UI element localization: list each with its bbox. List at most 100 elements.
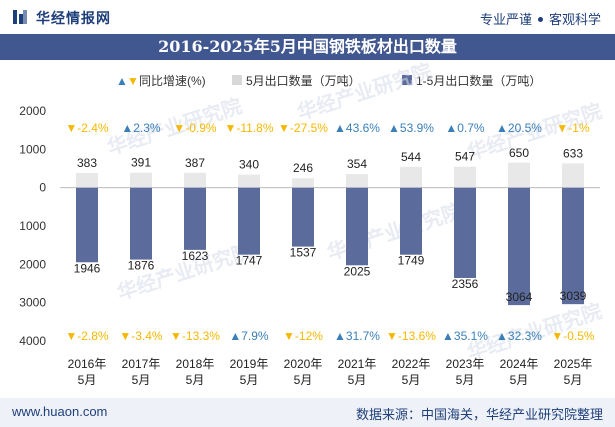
x-tick-month: 5月 [78, 373, 97, 387]
may-growth-label: ▲43.6% [334, 121, 380, 135]
ytd-growth-label: ▼-3.4% [119, 329, 163, 343]
separator-dot [537, 17, 543, 23]
may-growth-label: ▼-27.5% [278, 121, 328, 135]
bar-ytd [508, 187, 530, 306]
y-tick-label: 3000 [19, 296, 46, 310]
slogan-left: 专业严谨 [479, 12, 532, 27]
slogan-right: 客观科学 [548, 12, 601, 27]
ytd-growth-label: ▲7.9% [229, 329, 269, 343]
x-tick-year: 2017年 [122, 357, 161, 371]
ytd-value-label: 1946 [74, 261, 101, 275]
x-tick-year: 2016年 [68, 357, 107, 371]
ytd-growth-label: ▲31.7% [334, 329, 380, 343]
x-tick-year: 2020年 [284, 357, 323, 371]
footer: www.huaon.com 数据来源：中国海关，华经产业研究院整理 [0, 398, 615, 427]
may-value-label: 387 [185, 156, 205, 170]
bar-may [454, 166, 476, 188]
x-axis-labels: 2016年 5月 2017年 5月 2018年 5月 2019年 5月 2020年 5月 2021年… [68, 357, 593, 387]
legend-growth-label: 同比增速(%) [139, 74, 206, 88]
ytd-value-label: 1876 [128, 259, 155, 273]
bar-may [400, 166, 422, 188]
x-tick-year: 2023年 [446, 357, 485, 371]
may-growth-label: ▼-2.4% [65, 121, 109, 135]
may-growth-label: ▲53.9% [388, 121, 434, 135]
bar-may [562, 163, 584, 188]
may-value-label: 650 [509, 146, 529, 160]
x-tick-year: 2022年 [392, 357, 431, 371]
bar-may [346, 174, 368, 188]
may-value-label: 391 [131, 156, 151, 170]
slogan: 专业严谨 客观科学 [480, 9, 601, 28]
logo-icon [13, 10, 27, 24]
bar-ytd [76, 187, 98, 263]
ytd-value-label: 1623 [182, 249, 209, 263]
website-link[interactable]: www.huaon.com [12, 404, 108, 419]
bar-may [76, 172, 98, 188]
ytd-value-label: 3064 [506, 290, 533, 304]
brand-name: 华经情报网 [36, 10, 111, 26]
may-growth-label: ▼-11.8% [224, 121, 273, 135]
chart-title: 2016-2025年5月中国钢铁板材出口数量 [0, 34, 615, 60]
watermark-text: 华经产业研究院 [324, 199, 465, 265]
x-tick-year: 2025年 [554, 357, 593, 371]
ytd-growth-label: ▼-0.5% [551, 329, 595, 343]
x-tick-year: 2019年 [230, 357, 269, 371]
may-value-label: 383 [77, 156, 97, 170]
top-bar: 华经情报网 专业严谨 客观科学 [0, 0, 615, 34]
x-tick-month: 5月 [456, 373, 475, 387]
ytd-growth-label: ▲35.1% [442, 329, 488, 343]
x-tick-month: 5月 [510, 373, 529, 387]
bar-may [130, 172, 152, 188]
watermark-text: 华经产业研究院 [294, 60, 435, 125]
bar-ytd [400, 187, 422, 255]
legend-ytd-swatch [402, 75, 412, 85]
x-tick-month: 5月 [240, 373, 259, 387]
may-value-label: 633 [563, 146, 583, 160]
may-growth-label: ▲20.5% [496, 121, 542, 135]
ytd-value-label: 1537 [290, 246, 317, 260]
may-value-label: 547 [455, 150, 475, 164]
bar-may [508, 162, 530, 188]
x-tick-month: 5月 [348, 373, 367, 387]
bar-ytd [238, 187, 260, 255]
y-tick-label: 1000 [19, 219, 46, 233]
ytd-value-label: 1749 [398, 254, 425, 268]
x-tick-month: 5月 [132, 373, 151, 387]
bars: 383 1946 ▼-2.4% ▼-2.8% 391 1876 ▲2.3% ▼-3.4% 387… [65, 121, 595, 343]
bar-ytd [292, 187, 314, 247]
data-source: 数据来源：中国海关，华经产业研究院整理 [355, 407, 603, 422]
ytd-growth-label: ▼-13.3% [170, 329, 220, 343]
ytd-growth-label: ▼-2.8% [65, 329, 109, 343]
y-tick-label: 2000 [19, 104, 46, 118]
bar-ytd [562, 187, 584, 305]
may-growth-label: ▲0.7% [445, 121, 485, 135]
legend-up-icon: ▲ [116, 74, 128, 88]
legend-ytd-label: 1-5月出口数量（万吨） [416, 73, 541, 88]
x-tick-month: 5月 [186, 373, 205, 387]
legend-may-swatch [232, 75, 242, 85]
may-growth-label: ▼-1% [556, 121, 590, 135]
ytd-value-label: 1747 [236, 254, 263, 268]
y-tick-label: 2000 [19, 257, 46, 271]
may-growth-label: ▲2.3% [121, 121, 161, 135]
ytd-growth-label: ▼-13.6% [386, 329, 436, 343]
may-value-label: 340 [239, 158, 259, 172]
may-value-label: 246 [293, 161, 313, 175]
bar-ytd [346, 187, 368, 266]
legend-may-label: 5月出口数量（万吨） [246, 73, 361, 88]
bar-ytd [184, 187, 206, 250]
x-tick-month: 5月 [402, 373, 421, 387]
x-tick-year: 2021年 [338, 357, 377, 371]
x-tick-month: 5月 [564, 373, 583, 387]
legend-down-icon: ▼ [127, 74, 139, 88]
y-tick-label: 0 [39, 181, 46, 195]
x-tick-year: 2024年 [500, 357, 539, 371]
bar-may [184, 172, 206, 188]
ytd-value-label: 2025 [344, 264, 371, 278]
bar-ytd [130, 187, 152, 260]
x-tick-year: 2018年 [176, 357, 215, 371]
bar-may [292, 178, 314, 188]
chart-area: ▲ ▼ 同比增速(%) 5月出口数量（万吨） 1-5月出口数量（万吨） 华经产业研究院华… [19, 60, 604, 387]
bar-may [238, 174, 260, 188]
may-growth-label: ▼-0.9% [173, 121, 217, 135]
